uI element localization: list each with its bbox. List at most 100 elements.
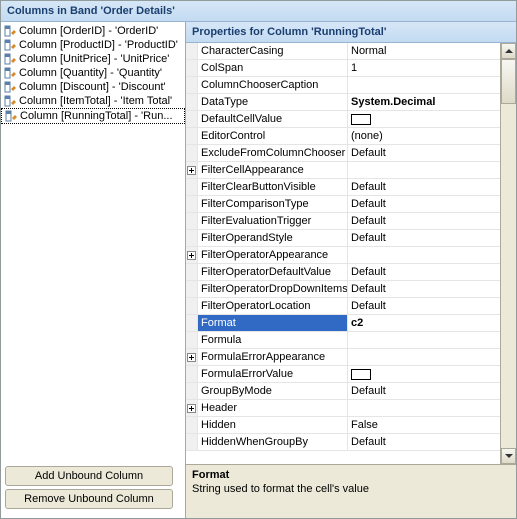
- property-value[interactable]: False: [348, 417, 516, 433]
- expand-spacer: [186, 298, 198, 314]
- property-row[interactable]: FormulaErrorValue: [186, 366, 516, 383]
- scroll-thumb[interactable]: [501, 59, 516, 104]
- property-name: FilterOperatorLocation: [198, 298, 348, 314]
- property-value[interactable]: (none): [348, 128, 516, 144]
- expand-spacer: [186, 281, 198, 297]
- expand-spacer: [186, 60, 198, 76]
- expand-button[interactable]: [186, 400, 198, 416]
- property-value[interactable]: Default: [348, 230, 516, 246]
- property-name: ColSpan: [198, 60, 348, 76]
- column-item[interactable]: Column [OrderID] - 'OrderID': [1, 24, 185, 38]
- property-row[interactable]: Header: [186, 400, 516, 417]
- column-item[interactable]: Column [Discount] - 'Discount': [1, 80, 185, 94]
- property-value[interactable]: Default: [348, 434, 516, 450]
- property-value[interactable]: [348, 332, 516, 348]
- property-value[interactable]: Default: [348, 298, 516, 314]
- property-name: CharacterCasing: [198, 43, 348, 59]
- column-item[interactable]: Column [RunningTotal] - 'Run...: [1, 108, 185, 124]
- color-swatch: [351, 114, 371, 125]
- column-item[interactable]: Column [ItemTotal] - 'Item Total': [1, 94, 185, 108]
- property-row[interactable]: ColumnChooserCaption: [186, 77, 516, 94]
- property-row[interactable]: FilterClearButtonVisibleDefault: [186, 179, 516, 196]
- property-grid[interactable]: CharacterCasingNormalColSpan1ColumnChoos…: [186, 43, 516, 464]
- property-value[interactable]: System.Decimal: [348, 94, 516, 110]
- property-value[interactable]: [348, 77, 516, 93]
- remove-unbound-column-button[interactable]: Remove Unbound Column: [5, 489, 173, 509]
- expand-spacer: [186, 77, 198, 93]
- property-row[interactable]: ColSpan1: [186, 60, 516, 77]
- property-row[interactable]: HiddenFalse: [186, 417, 516, 434]
- property-value[interactable]: [348, 366, 516, 382]
- property-row[interactable]: FilterOperandStyleDefault: [186, 230, 516, 247]
- property-name: HiddenWhenGroupBy: [198, 434, 348, 450]
- expand-button[interactable]: [186, 162, 198, 178]
- column-item-label: Column [OrderID] - 'OrderID': [19, 25, 158, 37]
- column-icon: [4, 67, 16, 79]
- property-value[interactable]: Default: [348, 145, 516, 161]
- plus-icon: [187, 353, 196, 362]
- scroll-down-button[interactable]: [501, 448, 516, 464]
- plus-icon: [187, 251, 196, 260]
- add-unbound-column-button[interactable]: Add Unbound Column: [5, 466, 173, 486]
- property-row[interactable]: FilterOperatorAppearance: [186, 247, 516, 264]
- property-row[interactable]: EditorControl(none): [186, 128, 516, 145]
- plus-icon: [187, 166, 196, 175]
- property-row[interactable]: FilterOperatorDropDownItemsDefault: [186, 281, 516, 298]
- property-row[interactable]: ExcludeFromColumnChooserDefault: [186, 145, 516, 162]
- property-value[interactable]: [348, 111, 516, 127]
- expand-spacer: [186, 213, 198, 229]
- property-value[interactable]: Default: [348, 196, 516, 212]
- property-value[interactable]: [348, 400, 516, 416]
- scroll-up-button[interactable]: [501, 43, 516, 59]
- property-value[interactable]: Normal: [348, 43, 516, 59]
- property-row[interactable]: DefaultCellValue: [186, 111, 516, 128]
- property-name: ColumnChooserCaption: [198, 77, 348, 93]
- description-text: String used to format the cell's value: [192, 483, 510, 495]
- column-item-label: Column [Quantity] - 'Quantity': [19, 67, 162, 79]
- column-icon: [4, 39, 16, 51]
- property-value[interactable]: [348, 247, 516, 263]
- property-row[interactable]: FilterOperatorLocationDefault: [186, 298, 516, 315]
- expand-spacer: [186, 417, 198, 433]
- property-row[interactable]: Formula: [186, 332, 516, 349]
- column-item-label: Column [UnitPrice] - 'UnitPrice': [19, 53, 169, 65]
- property-name: DataType: [198, 94, 348, 110]
- property-value[interactable]: Default: [348, 264, 516, 280]
- property-row[interactable]: FilterComparisonTypeDefault: [186, 196, 516, 213]
- columns-list[interactable]: Column [OrderID] - 'OrderID'Column [Prod…: [1, 22, 185, 457]
- property-row[interactable]: Formatc2: [186, 315, 516, 332]
- scroll-track[interactable]: [501, 59, 516, 448]
- property-row[interactable]: FilterEvaluationTriggerDefault: [186, 213, 516, 230]
- column-item[interactable]: Column [UnitPrice] - 'UnitPrice': [1, 52, 185, 66]
- property-row[interactable]: GroupByModeDefault: [186, 383, 516, 400]
- expand-button[interactable]: [186, 247, 198, 263]
- expand-spacer: [186, 179, 198, 195]
- description-panel: Format String used to format the cell's …: [186, 464, 516, 518]
- column-item[interactable]: Column [Quantity] - 'Quantity': [1, 66, 185, 80]
- property-value[interactable]: [348, 349, 516, 365]
- property-row[interactable]: CharacterCasingNormal: [186, 43, 516, 60]
- property-row[interactable]: DataTypeSystem.Decimal: [186, 94, 516, 111]
- expand-spacer: [186, 111, 198, 127]
- property-name: FormulaErrorAppearance: [198, 349, 348, 365]
- expand-button[interactable]: [186, 349, 198, 365]
- expand-spacer: [186, 196, 198, 212]
- column-item[interactable]: Column [ProductID] - 'ProductID': [1, 38, 185, 52]
- expand-spacer: [186, 383, 198, 399]
- expand-spacer: [186, 128, 198, 144]
- property-value[interactable]: Default: [348, 383, 516, 399]
- property-row[interactable]: HiddenWhenGroupByDefault: [186, 434, 516, 451]
- property-value[interactable]: c2: [348, 315, 516, 331]
- property-row[interactable]: FilterCellAppearance: [186, 162, 516, 179]
- property-name: DefaultCellValue: [198, 111, 348, 127]
- vertical-scrollbar[interactable]: [500, 43, 516, 464]
- column-icon: [4, 25, 16, 37]
- property-value[interactable]: [348, 162, 516, 178]
- property-value[interactable]: Default: [348, 213, 516, 229]
- property-row[interactable]: FilterOperatorDefaultValueDefault: [186, 264, 516, 281]
- property-value[interactable]: 1: [348, 60, 516, 76]
- property-value[interactable]: Default: [348, 281, 516, 297]
- expand-spacer: [186, 315, 198, 331]
- property-value[interactable]: Default: [348, 179, 516, 195]
- property-row[interactable]: FormulaErrorAppearance: [186, 349, 516, 366]
